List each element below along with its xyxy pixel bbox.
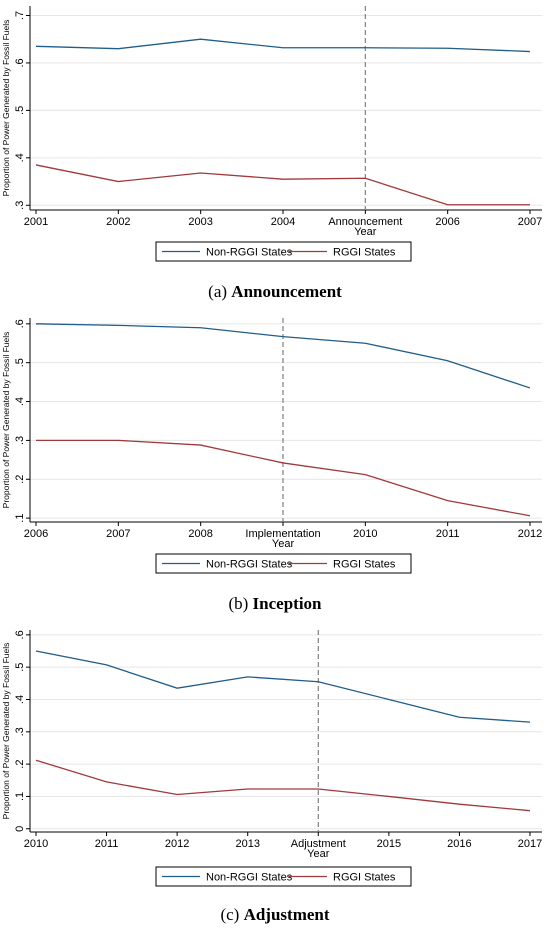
x-tick-label: 2002 — [106, 216, 130, 228]
y-tick-label: .2 — [14, 475, 26, 484]
caption-label: (c) — [220, 905, 240, 924]
x-tick-label: Adjustment — [291, 838, 346, 850]
y-tick-label: .4 — [14, 153, 26, 162]
x-tick-label: 2012 — [518, 528, 542, 540]
legend-box — [155, 553, 412, 574]
legend-label: RGGI States — [333, 872, 396, 884]
legend: Non-RGGI States RGGI States — [155, 241, 412, 262]
caption-title: Announcement — [231, 282, 342, 301]
x-axis-title: Year — [272, 538, 295, 550]
legend-label: Non-RGGI States — [206, 247, 293, 259]
series-line-non-rggi-states — [35, 38, 531, 53]
y-tick-label: .1 — [14, 792, 26, 801]
x-tick-label: 2012 — [165, 838, 189, 850]
y-axis-title: Proportion of Power Generated by Fossil … — [1, 643, 11, 820]
y-tick-label: .6 — [14, 630, 26, 639]
caption-title: Adjustment — [243, 905, 330, 924]
legend-box — [155, 866, 412, 887]
series-line-non-rggi-states — [35, 323, 531, 389]
y-tick-label: .6 — [14, 58, 26, 67]
y-tick-label: .5 — [14, 663, 26, 672]
caption-announcement: (a) Announcement — [0, 282, 550, 302]
x-axis-title: Year — [307, 848, 330, 860]
y-axis-title: Proportion of Power Generated by Fossil … — [1, 20, 11, 197]
x-tick-label: Announcement — [328, 216, 402, 228]
legend-label: RGGI States — [333, 247, 396, 259]
x-tick-label: 2010 — [353, 528, 377, 540]
series-line-rggi-states — [36, 439, 531, 517]
legend-label: Non-RGGI States — [206, 872, 293, 884]
x-tick-label: 2016 — [447, 838, 471, 850]
series-line-rggi-states — [35, 759, 531, 812]
x-tick-label: 2004 — [271, 216, 295, 228]
panel-inception: .1 .2 .3 .4 .5 .6 Proportion of Power Generate… — [0, 310, 550, 620]
x-tick-label: 2011 — [436, 528, 460, 540]
panel-adjustment: 0 .1 .2 .3 .4 .5 .6 Proportion of Power Generat… — [0, 622, 550, 932]
x-tick-label: 2007 — [106, 528, 130, 540]
x-tick-label: 2007 — [518, 216, 542, 228]
y-tick-label: .3 — [14, 436, 26, 445]
caption-inception: (b) Inception — [0, 594, 550, 614]
x-tick-label: 2017 — [518, 838, 542, 850]
x-tick-label: 2008 — [188, 528, 212, 540]
x-tick-label: Implementation — [245, 528, 320, 540]
legend: Non-RGGI States RGGI States — [155, 866, 412, 887]
y-axis-title: Proportion of Power Generated by Fossil … — [1, 332, 11, 509]
series-line-non-rggi-states — [35, 650, 531, 723]
x-axis-title: Year — [354, 226, 377, 238]
x-tick-label: 2006 — [435, 216, 459, 228]
caption-title: Inception — [252, 594, 322, 613]
legend: Non-RGGI States RGGI States — [155, 553, 412, 574]
legend-label: Non-RGGI States — [206, 559, 293, 571]
x-tick-label: 2013 — [235, 838, 259, 850]
x-tick-label: 2001 — [24, 216, 48, 228]
y-tick-label: .7 — [14, 11, 26, 20]
y-tick-label: .4 — [14, 397, 26, 406]
caption-label: (a) — [208, 282, 228, 301]
y-tick-label: .6 — [14, 319, 26, 328]
y-tick-label: .1 — [14, 514, 26, 523]
legend-label: RGGI States — [333, 559, 396, 571]
caption-label: (b) — [228, 594, 249, 613]
y-tick-label: .5 — [14, 358, 26, 367]
x-tick-label: 2011 — [95, 838, 119, 850]
x-tick-label: 2006 — [24, 528, 48, 540]
y-tick-label: .3 — [14, 727, 26, 736]
y-tick-label: .2 — [14, 760, 26, 769]
legend-box — [155, 241, 412, 262]
x-tick-label: 2010 — [24, 838, 48, 850]
caption-adjustment: (c) Adjustment — [0, 905, 550, 925]
y-tick-label: .3 — [14, 201, 26, 210]
panel-announcement: .3 .4 .5 .6 .7 Proportion of Power Generated … — [0, 0, 550, 302]
x-tick-label: 2003 — [188, 216, 212, 228]
y-tick-label: .5 — [14, 106, 26, 115]
x-tick-label: 2015 — [377, 838, 401, 850]
series-line-rggi-states — [35, 164, 530, 206]
y-tick-label: 0 — [14, 826, 26, 832]
y-tick-label: .4 — [14, 695, 26, 704]
